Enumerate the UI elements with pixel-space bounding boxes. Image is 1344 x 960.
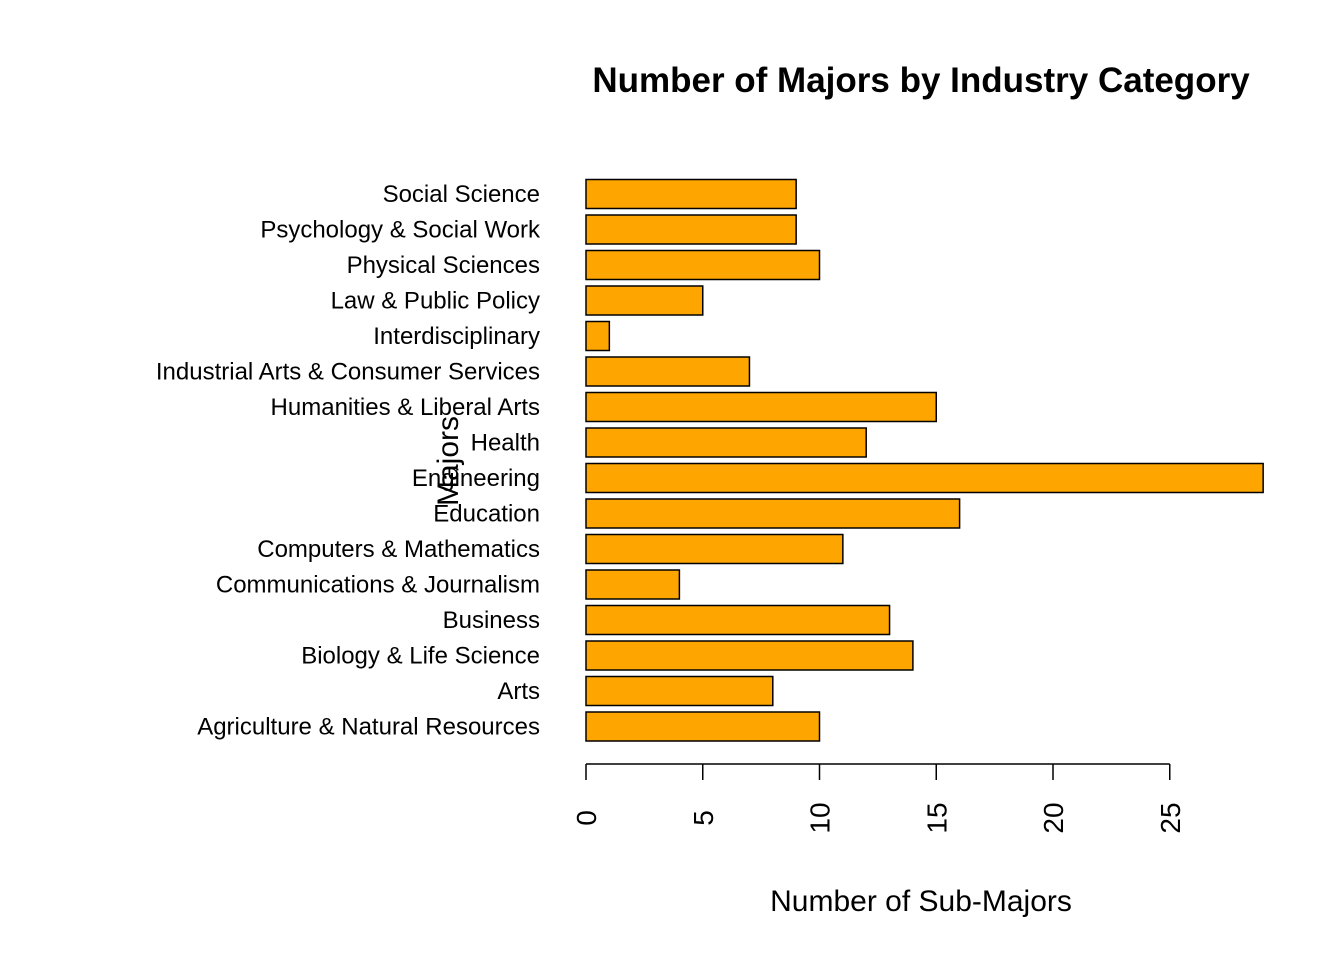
bar-interdisciplinary xyxy=(585,320,611,352)
bars-group xyxy=(585,178,1264,742)
bar-social-science xyxy=(585,178,797,210)
category-label: Education xyxy=(433,501,540,528)
bar-law-public-policy xyxy=(585,285,704,316)
x-tick-label: 15 xyxy=(921,802,952,833)
x-tick-label: 20 xyxy=(1038,802,1069,833)
category-label: Communications & Journalism xyxy=(216,572,540,599)
category-label: Interdisciplinary xyxy=(373,323,540,350)
x-tick-label: 25 xyxy=(1155,802,1186,833)
bar-biology-life-science xyxy=(585,640,914,671)
x-tick-label: 5 xyxy=(688,810,719,826)
bar-humanities-liberal-arts xyxy=(585,391,937,423)
bar-computers-mathematics xyxy=(585,533,844,565)
category-label: Biology & Life Science xyxy=(301,643,540,670)
category-label: Physical Sciences xyxy=(347,252,540,279)
category-label: Law & Public Policy xyxy=(331,288,540,315)
category-label: Social Science xyxy=(383,181,540,208)
bar-engineering xyxy=(585,462,1264,494)
category-label: Engineering xyxy=(412,465,540,492)
bar-business xyxy=(585,604,891,636)
bar-arts xyxy=(585,675,774,707)
bar-agriculture-natural-resources xyxy=(585,711,821,742)
category-labels: Agriculture & Natural Resources Arts Biolo… xyxy=(156,181,541,741)
category-label: Business xyxy=(443,607,540,634)
category-label: Health xyxy=(471,430,540,457)
x-tick-label: 10 xyxy=(805,802,836,833)
y-axis-label: Majors xyxy=(432,416,465,506)
bar-industrial-arts-consumer-services xyxy=(585,356,751,387)
category-label: Computers & Mathematics xyxy=(257,536,540,563)
bar-communications-journalism xyxy=(585,569,681,600)
bar-education xyxy=(585,498,961,529)
category-label: Arts xyxy=(497,678,540,705)
bar-health xyxy=(585,427,867,458)
x-tick-label: 0 xyxy=(571,810,602,826)
category-label: Humanities & Liberal Arts xyxy=(271,394,540,421)
category-label: Agriculture & Natural Resources xyxy=(197,714,540,741)
category-label: Industrial Arts & Consumer Services xyxy=(156,359,540,386)
category-label: Psychology & Social Work xyxy=(260,217,541,244)
chart-title: Number of Majors by Industry Category xyxy=(592,61,1250,100)
bar-psychology-social-work xyxy=(585,214,797,245)
x-axis: 0 5 10 15 20 25 xyxy=(571,763,1186,834)
bar-physical-sciences xyxy=(585,249,821,281)
x-axis-label: Number of Sub-Majors xyxy=(770,885,1072,918)
